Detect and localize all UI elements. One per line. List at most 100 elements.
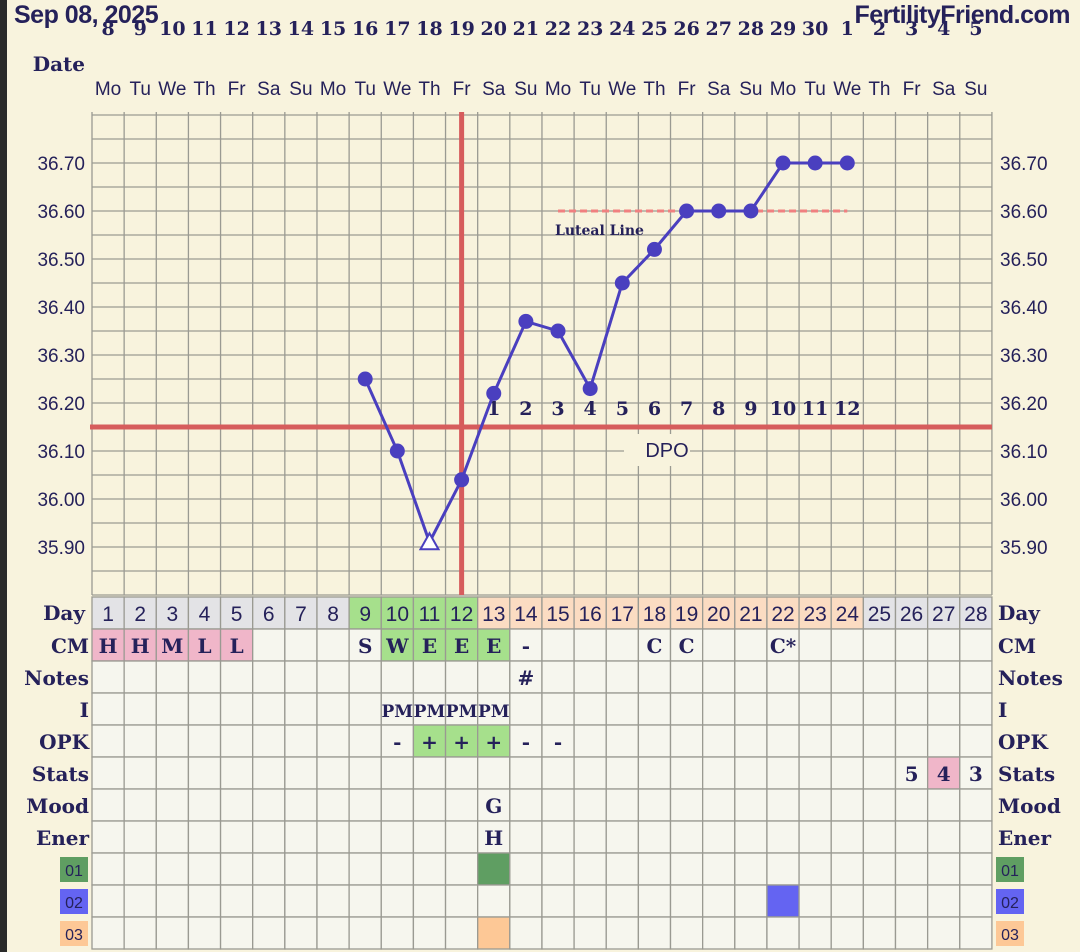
mood-cell[interactable] [284,788,318,822]
brand-link[interactable]: FertilityFriend.com [854,1,1070,29]
01-cell[interactable] [637,852,672,886]
01-cell[interactable] [444,852,479,886]
ener-cell[interactable] [926,820,961,854]
ener-cell[interactable] [155,820,190,854]
ener-cell[interactable] [766,820,800,854]
01-cell[interactable] [123,852,157,886]
mood-cell[interactable] [926,788,961,822]
i-cell[interactable] [91,692,125,726]
cycle-day-cell[interactable] [637,596,672,630]
cm-cell[interactable] [509,628,543,662]
02-cell[interactable] [605,884,640,918]
i-cell[interactable] [348,692,382,726]
i-cell[interactable] [219,692,254,726]
cm-cell[interactable] [444,628,479,662]
02-cell[interactable] [444,884,479,918]
02-cell[interactable] [894,884,929,918]
opk-cell[interactable] [702,724,736,758]
03-cell[interactable] [894,916,929,950]
i-cell[interactable] [444,692,479,726]
notes-cell[interactable] [830,660,865,694]
03-cell[interactable] [605,916,640,950]
notes-cell[interactable] [573,660,607,694]
02-cell[interactable] [155,884,190,918]
mood-cell[interactable] [766,788,800,822]
temperature-point[interactable] [550,323,566,339]
opk-cell[interactable] [348,724,382,758]
stats-cell[interactable] [187,756,222,790]
01-cell[interactable] [219,852,254,886]
cycle-day-cell[interactable] [669,596,704,630]
cm-cell[interactable] [862,628,897,662]
01-cell[interactable] [412,852,447,886]
03-cell[interactable] [219,916,254,950]
opk-cell[interactable] [669,724,704,758]
03-cell[interactable] [316,916,350,950]
opk-cell[interactable] [605,724,640,758]
cm-cell[interactable] [284,628,318,662]
ener-cell[interactable] [573,820,607,854]
mood-cell[interactable] [894,788,929,822]
cm-cell[interactable] [798,628,832,662]
i-cell[interactable] [669,692,704,726]
opk-cell[interactable] [123,724,157,758]
cycle-day-cell[interactable] [155,596,190,630]
mood-cell[interactable] [444,788,479,822]
mood-cell[interactable] [605,788,640,822]
opk-cell[interactable] [734,724,768,758]
cycle-day-cell[interactable] [123,596,157,630]
stats-cell[interactable] [605,756,640,790]
i-cell[interactable] [926,692,961,726]
mood-cell[interactable] [959,788,993,822]
mood-cell[interactable] [637,788,672,822]
ener-cell[interactable] [91,820,125,854]
03-cell[interactable] [348,916,382,950]
02-cell[interactable] [412,884,447,918]
stats-cell[interactable] [509,756,543,790]
mood-cell[interactable] [798,788,832,822]
mood-cell[interactable] [702,788,736,822]
03-cell[interactable] [284,916,318,950]
temperature-point-open[interactable] [418,531,441,551]
temperature-point[interactable] [807,155,823,171]
opk-cell[interactable] [91,724,125,758]
ener-cell[interactable] [316,820,350,854]
cm-cell[interactable] [187,628,222,662]
cm-cell[interactable] [894,628,929,662]
ener-cell[interactable] [123,820,157,854]
opk-cell[interactable] [444,724,479,758]
02-cell[interactable] [830,884,865,918]
cm-cell[interactable] [734,628,768,662]
01-cell[interactable] [509,852,543,886]
i-cell[interactable] [380,692,415,726]
ener-cell[interactable] [702,820,736,854]
01-cell[interactable] [573,852,607,886]
temperature-point[interactable] [679,203,695,219]
02-cell[interactable] [734,884,768,918]
stats-cell[interactable] [702,756,736,790]
i-cell[interactable] [894,692,929,726]
stats-cell[interactable] [252,756,286,790]
cycle-day-cell[interactable] [702,596,736,630]
notes-cell[interactable] [155,660,190,694]
02-cell[interactable] [187,884,222,918]
03-cell[interactable] [477,916,511,950]
stats-cell[interactable] [155,756,190,790]
stats-cell[interactable] [573,756,607,790]
03-cell[interactable] [798,916,832,950]
ener-cell[interactable] [252,820,286,854]
i-cell[interactable] [284,692,318,726]
opk-cell[interactable] [894,724,929,758]
cm-cell[interactable] [219,628,254,662]
temperature-point[interactable] [454,472,470,488]
i-cell[interactable] [573,692,607,726]
03-cell[interactable] [252,916,286,950]
cm-cell[interactable] [155,628,190,662]
03-cell[interactable] [926,916,961,950]
01-cell[interactable] [477,852,511,886]
i-cell[interactable] [187,692,222,726]
ener-cell[interactable] [830,820,865,854]
stats-cell[interactable] [766,756,800,790]
02-cell[interactable] [348,884,382,918]
01-cell[interactable] [894,852,929,886]
